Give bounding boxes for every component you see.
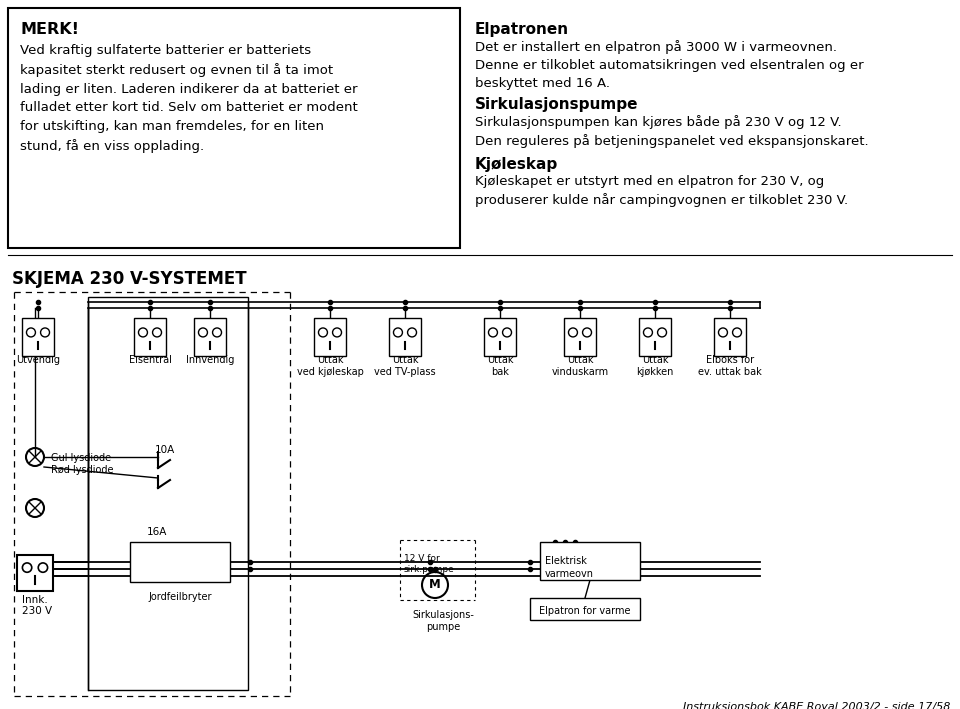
Text: Uttak
vinduskarm: Uttak vinduskarm xyxy=(551,355,609,377)
Text: Elpatronen: Elpatronen xyxy=(475,22,569,37)
Text: Sirkulasjonspumpen kan kjøres både på 230 V og 12 V.
Den reguleres på betjenings: Sirkulasjonspumpen kan kjøres både på 23… xyxy=(475,115,869,148)
Text: Uttak
kjøkken: Uttak kjøkken xyxy=(636,355,674,377)
Text: Elboks for
ev. uttak bak: Elboks for ev. uttak bak xyxy=(698,355,762,377)
Bar xyxy=(530,598,640,620)
Text: SKJEMA 230 V-SYSTEMET: SKJEMA 230 V-SYSTEMET xyxy=(12,270,247,288)
Bar xyxy=(714,318,746,356)
Text: Gul lysdiode: Gul lysdiode xyxy=(51,453,111,463)
Bar xyxy=(130,542,230,582)
Text: Det er installert en elpatron på 3000 W i varmeovnen.
Denne er tilkoblet automat: Det er installert en elpatron på 3000 W … xyxy=(475,40,864,90)
Bar xyxy=(564,318,596,356)
Bar xyxy=(22,318,54,356)
Text: Elektrisk
varmeovn: Elektrisk varmeovn xyxy=(545,556,594,579)
Text: Instruksjonsbok KABE Royal 2003/2 - side 17/58: Instruksjonsbok KABE Royal 2003/2 - side… xyxy=(683,702,950,709)
Text: Elsentral: Elsentral xyxy=(129,355,172,365)
Bar xyxy=(134,318,166,356)
Text: Kjøleskapet er utstyrt med en elpatron for 230 V, og
produserer kulde når campin: Kjøleskapet er utstyrt med en elpatron f… xyxy=(475,175,848,208)
Text: 12 V for
sirk.pumpe: 12 V for sirk.pumpe xyxy=(404,554,455,574)
Text: Utvendig: Utvendig xyxy=(16,355,60,365)
Text: M: M xyxy=(429,579,441,591)
Text: Sirkulasjons-
pumpe: Sirkulasjons- pumpe xyxy=(412,610,474,632)
Bar xyxy=(314,318,346,356)
Bar xyxy=(639,318,671,356)
Text: Ved kraftig sulfaterte batterier er batteriets
kapasitet sterkt redusert og evne: Ved kraftig sulfaterte batterier er batt… xyxy=(20,44,358,152)
Text: Kjøleskap: Kjøleskap xyxy=(475,157,559,172)
Bar xyxy=(194,318,226,356)
Bar xyxy=(484,318,516,356)
Text: 230 V: 230 V xyxy=(22,606,52,616)
Bar xyxy=(17,555,53,591)
Text: Innk.: Innk. xyxy=(22,595,48,605)
Text: Uttak
ved kjøleskap: Uttak ved kjøleskap xyxy=(297,355,364,377)
Text: Jordfeilbryter: Jordfeilbryter xyxy=(148,592,212,602)
Bar xyxy=(389,318,421,356)
Text: Sirkulasjonspumpe: Sirkulasjonspumpe xyxy=(475,97,638,112)
Text: Rød lysdiode: Rød lysdiode xyxy=(51,465,113,475)
Text: 10A: 10A xyxy=(155,445,176,455)
Bar xyxy=(8,8,460,248)
Text: Innvendig: Innvendig xyxy=(186,355,234,365)
Text: MERK!: MERK! xyxy=(20,22,79,37)
Bar xyxy=(88,297,248,690)
Text: Uttak
ved TV-plass: Uttak ved TV-plass xyxy=(374,355,436,377)
Text: 16A: 16A xyxy=(147,527,167,537)
Text: Elpatron for varme: Elpatron for varme xyxy=(540,606,631,616)
Bar xyxy=(540,542,640,580)
Text: Uttak
bak: Uttak bak xyxy=(487,355,514,377)
